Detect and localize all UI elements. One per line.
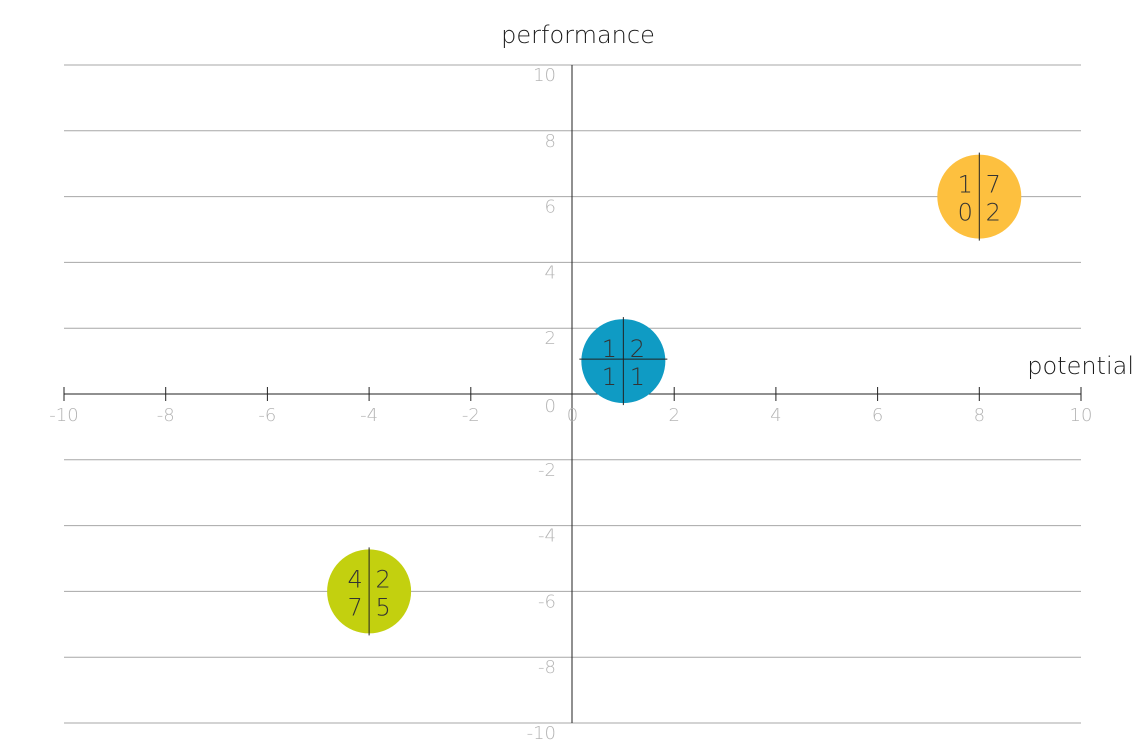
x-tick-label-4: 4 xyxy=(770,405,781,426)
y-tick-label-10: 10 xyxy=(533,65,556,86)
x-tick-label-10: 10 xyxy=(1070,405,1093,426)
bubble-3: 4 27 5 xyxy=(327,547,412,636)
x-tick-label--8: -8 xyxy=(157,405,175,426)
bubble-2: 1 21 1 xyxy=(579,317,668,406)
bubble-1: 1 70 2 xyxy=(937,152,1022,241)
x-tick-label-8: 8 xyxy=(974,405,985,426)
y-tick-label--8: -8 xyxy=(538,657,556,678)
bubble-quadrant-bottom-left: 0 xyxy=(958,199,973,227)
y-tick-label--2: -2 xyxy=(538,460,556,481)
y-tick-label-6: 6 xyxy=(545,197,556,218)
y-tick-label--4: -4 xyxy=(538,526,556,547)
x-tick-label--2: -2 xyxy=(462,405,480,426)
y-tick-label-0: 0 xyxy=(545,396,556,417)
x-tick-label-0: 0 xyxy=(567,405,578,426)
x-tick-label-6: 6 xyxy=(872,405,883,426)
bubble-quadrant-bottom-left: 1 xyxy=(602,363,617,391)
bubble-layer: 1 70 21 21 14 27 5 xyxy=(327,152,1022,636)
y-tick-label--10: -10 xyxy=(527,723,556,744)
y-tick-label--6: -6 xyxy=(538,591,556,612)
y-tick-label-8: 8 xyxy=(545,131,556,152)
x-axis-title: potential xyxy=(1027,352,1134,380)
bubble-quadrant-bottom-right: 2 xyxy=(986,199,1001,227)
bubble-quadrant-bottom-left: 7 xyxy=(347,593,362,621)
bubble-quadrant-top-right: 7 xyxy=(986,171,1001,199)
bubble-quadrant-top-right: 2 xyxy=(375,565,390,593)
bubble-quadrant-bottom-right: 1 xyxy=(630,363,645,391)
x-tick-label--10: -10 xyxy=(49,405,78,426)
x-tick-label--6: -6 xyxy=(258,405,276,426)
y-tick-label-2: 2 xyxy=(545,328,556,349)
bubble-quadrant-bottom-right: 5 xyxy=(375,593,390,621)
bubble-quadrant-top-left: 1 xyxy=(958,171,973,199)
axis-layer xyxy=(63,65,1082,723)
y-tick-label-4: 4 xyxy=(545,262,556,283)
y-axis-title: performance xyxy=(501,21,655,49)
bubble-quadrant-top-left: 1 xyxy=(602,335,617,363)
x-tick-label-2: 2 xyxy=(668,405,679,426)
bubble-quadrant-top-left: 4 xyxy=(347,565,362,593)
x-tick-label--4: -4 xyxy=(360,405,378,426)
bubble-quadrant-top-right: 2 xyxy=(630,335,645,363)
